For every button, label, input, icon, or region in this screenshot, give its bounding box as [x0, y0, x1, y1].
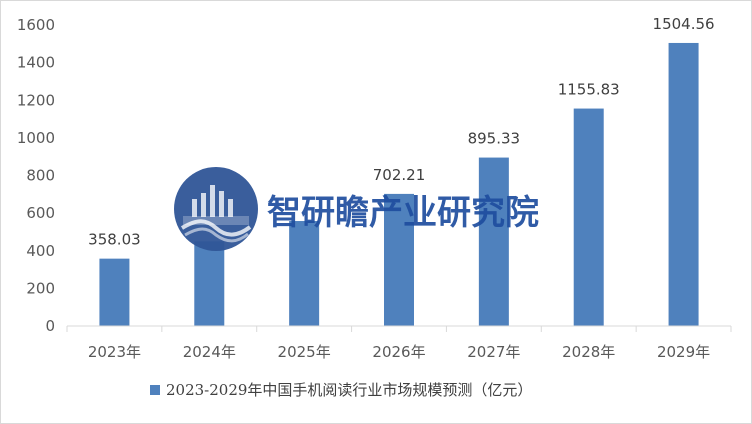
x-tick-label: 2023年 — [88, 343, 141, 361]
x-tick-label: 2026年 — [372, 343, 425, 361]
bar-2024年 — [194, 241, 225, 326]
data-label-2027年: 895.33 — [468, 130, 521, 148]
y-tick-label: 1000 — [17, 129, 55, 147]
y-tick-label: 1400 — [17, 54, 55, 72]
bar-2026年 — [384, 193, 414, 326]
watermark-text: 智研瞻产业研究院 — [267, 193, 539, 233]
bars — [99, 42, 699, 326]
y-tick-label: 0 — [45, 317, 55, 335]
x-axis: 2023年 2024年 2025年 2026年 2027年 2028年 2029年 — [66, 325, 732, 361]
x-tick-label: 2027年 — [467, 343, 520, 361]
data-label-2029年: 1504.56 — [653, 15, 715, 33]
data-label-2026年: 702.21 — [373, 166, 426, 184]
data-label-2028年: 1155.83 — [558, 81, 620, 99]
x-tick-label: 2025年 — [278, 343, 331, 361]
x-tick-label: 2028年 — [562, 343, 615, 361]
x-tick-label: 2024年 — [183, 343, 236, 361]
y-tick-label: 200 — [26, 279, 55, 297]
bar-2023年 — [99, 258, 130, 326]
legend-label: 2023-2029年中国手机阅读行业市场规模预测（亿元） — [166, 381, 532, 399]
watermark-logo — [174, 167, 258, 251]
legend: 2023-2029年中国手机阅读行业市场规模预测（亿元） — [150, 381, 532, 399]
y-tick-label: 800 — [26, 167, 55, 185]
bar-2028年 — [573, 108, 604, 326]
x-tick-label: 2029年 — [657, 343, 710, 361]
data-label-2023年: 358.03 — [88, 231, 141, 249]
bar-2025年 — [289, 221, 320, 326]
data-labels: 358.03 702.21 895.33 1155.83 1504.56 — [88, 15, 714, 249]
y-tick-label: 400 — [26, 242, 55, 260]
bar-2029年 — [668, 42, 699, 326]
watermark: 智研瞻产业研究院 — [174, 167, 539, 251]
y-tick-label: 600 — [26, 204, 55, 222]
y-tick-label: 1600 — [17, 16, 55, 34]
legend-swatch — [150, 385, 160, 395]
y-axis: 0 200 400 600 800 1000 1200 1400 1600 — [17, 16, 55, 335]
bar-2027年 — [478, 157, 509, 326]
y-tick-label: 1200 — [17, 91, 55, 109]
